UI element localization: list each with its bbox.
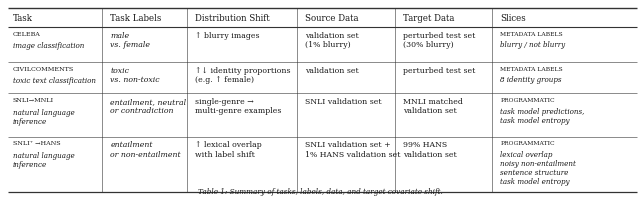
Text: ↑ blurry images: ↑ blurry images <box>195 32 260 40</box>
Text: CELEBA: CELEBA <box>13 32 41 37</box>
Text: toxic text classification: toxic text classification <box>13 77 96 85</box>
Text: SNLI→MNLI: SNLI→MNLI <box>13 98 54 103</box>
Text: SNLI validation set +
1% HANS validation set: SNLI validation set + 1% HANS validation… <box>305 141 401 158</box>
Text: perturbed test set
(30% blurry): perturbed test set (30% blurry) <box>403 32 476 49</box>
Text: task model predictions,
task model entropy: task model predictions, task model entro… <box>500 107 585 124</box>
Text: lexical overlap
noisy non-entailment
sentence structure
task model entropy: lexical overlap noisy non-entailment sen… <box>500 150 576 185</box>
Text: MNLI matched
validation set: MNLI matched validation set <box>403 98 463 115</box>
Text: PROGRAMMATIC: PROGRAMMATIC <box>500 98 555 103</box>
Text: Task: Task <box>13 14 33 23</box>
Text: Source Data: Source Data <box>305 14 359 23</box>
Text: natural language
inference: natural language inference <box>13 108 74 125</box>
Text: validation set: validation set <box>305 67 359 75</box>
Text: toxic
vs. non-toxic: toxic vs. non-toxic <box>110 67 160 84</box>
Text: Distribution Shift: Distribution Shift <box>195 14 270 23</box>
Text: METADATA LABELS: METADATA LABELS <box>500 32 563 37</box>
Text: natural language
inference: natural language inference <box>13 151 74 168</box>
Text: CIVILCOMMENTS: CIVILCOMMENTS <box>13 67 74 72</box>
Text: 99% HANS
validation set: 99% HANS validation set <box>403 141 456 158</box>
Text: Table 1: Summary of tasks, labels, data, and target covariate shift.: Table 1: Summary of tasks, labels, data,… <box>198 187 442 195</box>
Text: entailment, neutral
or contradiction: entailment, neutral or contradiction <box>110 98 186 115</box>
Text: Target Data: Target Data <box>403 14 454 23</box>
Text: ↑↓ identity proportions
(e.g. ↑ female): ↑↓ identity proportions (e.g. ↑ female) <box>195 67 291 84</box>
Text: SNLI validation set: SNLI validation set <box>305 98 382 106</box>
Text: METADATA LABELS: METADATA LABELS <box>500 67 563 72</box>
Text: validation set
(1% blurry): validation set (1% blurry) <box>305 32 359 49</box>
Text: blurry / not blurry: blurry / not blurry <box>500 41 566 49</box>
Text: entailment
or non-entailment: entailment or non-entailment <box>110 141 181 158</box>
Text: SNLI⁺ →HANS: SNLI⁺ →HANS <box>13 141 60 146</box>
Text: image classification: image classification <box>13 42 84 50</box>
Text: Task Labels: Task Labels <box>110 14 162 23</box>
Text: 8 identity groups: 8 identity groups <box>500 76 562 84</box>
Text: Slices: Slices <box>500 14 526 23</box>
Text: single-genre →
multi-genre examples: single-genre → multi-genre examples <box>195 98 282 115</box>
Text: perturbed test set: perturbed test set <box>403 67 476 75</box>
Text: male
vs. female: male vs. female <box>110 32 150 49</box>
Text: PROGRAMMATIC: PROGRAMMATIC <box>500 141 555 146</box>
Text: ↑ lexical overlap
with label shift: ↑ lexical overlap with label shift <box>195 141 262 158</box>
